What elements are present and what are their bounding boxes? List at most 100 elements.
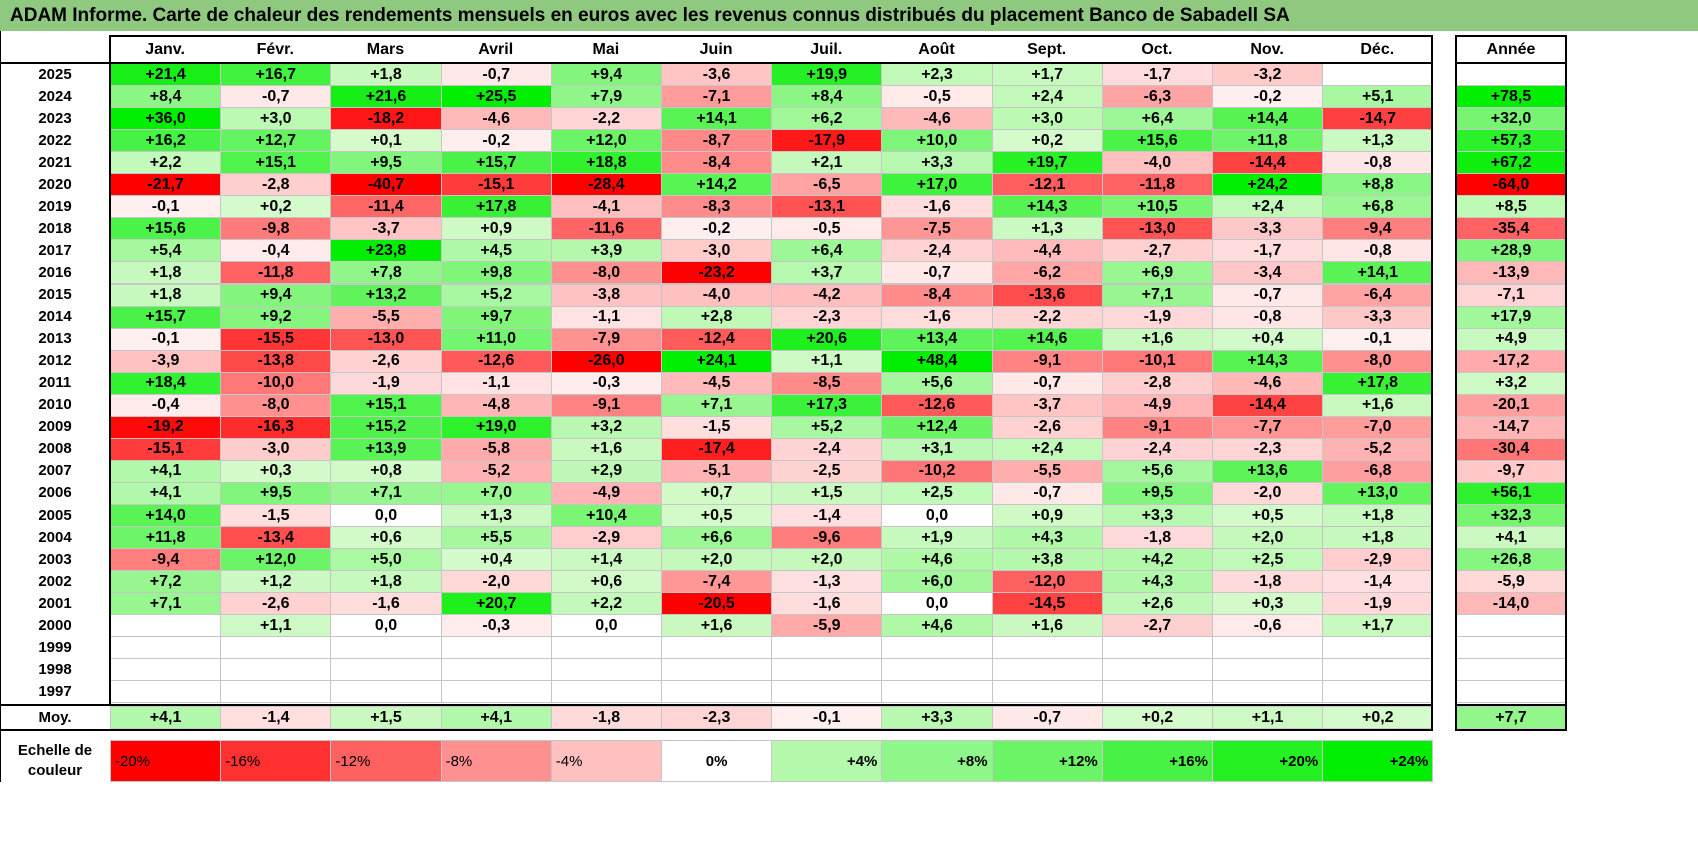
heatmap-cell: +15,7 xyxy=(110,305,222,329)
legend-swatch: 0% xyxy=(661,740,773,782)
heatmap-cell xyxy=(1212,680,1324,704)
heatmap-cell: -2,7 xyxy=(1101,239,1213,263)
heatmap-cell: +2,2 xyxy=(110,151,222,175)
heatmap-cell: -6,4 xyxy=(1322,283,1434,307)
heatmap-cell: -1,3 xyxy=(771,570,883,594)
month-header: Sept. xyxy=(1027,41,1067,58)
year-label: 2001 xyxy=(38,594,72,612)
heatmap-cell: +5,0 xyxy=(330,548,442,572)
heatmap-cell: -8,4 xyxy=(881,283,993,307)
heatmap-cell: -0,8 xyxy=(1212,305,1324,329)
heatmap-cell: 0,0 xyxy=(881,592,993,616)
average-label: Moy. xyxy=(38,709,72,726)
heatmap-cell: -3,8 xyxy=(550,283,662,307)
heatmap-cell: +5,4 xyxy=(110,239,222,263)
heatmap-cell: -1,6 xyxy=(881,305,993,329)
year-label: 2018 xyxy=(38,219,72,237)
annual-cell: +4,1 xyxy=(1456,526,1566,550)
heatmap-cell: +1,3 xyxy=(991,217,1103,241)
heatmap-cell: +1,7 xyxy=(1322,614,1434,638)
report-title: ADAM Informe. Carte de chaleur des rende… xyxy=(0,0,1698,31)
heatmap-cell: -28,4 xyxy=(550,173,662,197)
heatmap-cell xyxy=(881,636,993,660)
heatmap-cell: -1,5 xyxy=(661,415,773,439)
heatmap-cell xyxy=(771,636,883,660)
heatmap-cell: -0,7 xyxy=(991,481,1103,505)
heatmap-cell xyxy=(110,614,222,638)
heatmap-cell xyxy=(661,636,773,660)
heatmap-cell: +5,1 xyxy=(1322,85,1434,109)
heatmap-cell: +14,2 xyxy=(661,173,773,197)
year-label: 2021 xyxy=(38,153,72,171)
heatmap-cell: -1,1 xyxy=(550,305,662,329)
heatmap-cell xyxy=(881,658,993,682)
heatmap-cell: +1,8 xyxy=(1322,526,1434,550)
heatmap-cell: -2,0 xyxy=(1212,481,1324,505)
heatmap-cell: +7,1 xyxy=(1101,283,1213,307)
heatmap-cell: -11,4 xyxy=(330,195,442,219)
heatmap-cell: -3,9 xyxy=(110,349,222,373)
annual-cell: +67,2 xyxy=(1456,151,1566,175)
heatmap-cell: -0,5 xyxy=(771,217,883,241)
year-label: 2025 xyxy=(38,65,72,83)
annual-average-bottom xyxy=(1455,729,1567,731)
heatmap-cell: +14,6 xyxy=(991,327,1103,351)
month-header: Oct. xyxy=(1141,41,1173,58)
annual-cell xyxy=(1456,63,1566,87)
heatmap-cell xyxy=(220,680,332,704)
average-cell: +4,1 xyxy=(440,706,552,729)
heatmap-cell: +1,3 xyxy=(1322,129,1434,153)
heatmap-cell: +12,0 xyxy=(220,548,332,572)
heatmap-cell: +3,1 xyxy=(881,437,993,461)
heatmap-cell: -5,2 xyxy=(1322,437,1434,461)
annual-cell: -14,7 xyxy=(1456,415,1566,439)
left-frame xyxy=(0,31,1,782)
month-header: Mars xyxy=(366,41,405,58)
year-label: 2013 xyxy=(38,330,72,348)
heatmap-cell: +5,5 xyxy=(440,526,552,550)
grid-left-border xyxy=(109,35,111,706)
legend-label-line1: Echelle de xyxy=(17,742,93,759)
heatmap-cell: +14,4 xyxy=(1212,107,1324,131)
heatmap-cell: +10,4 xyxy=(550,504,662,528)
month-header: Nov. xyxy=(1250,41,1284,58)
month-header: Déc. xyxy=(1360,41,1395,58)
heatmap-cell xyxy=(1322,636,1434,660)
heatmap-cell: -3,7 xyxy=(330,217,442,241)
heatmap-cell: +2,3 xyxy=(881,63,993,87)
heatmap-cell: +1,8 xyxy=(330,570,442,594)
heatmap-cell: +1,4 xyxy=(550,548,662,572)
heatmap-cell: +3,3 xyxy=(1101,504,1213,528)
heatmap-cell: -8,4 xyxy=(661,151,773,175)
heatmap-cell: +4,6 xyxy=(881,548,993,572)
heatmap-cell: -2,9 xyxy=(1322,548,1434,572)
heatmap-cell: -5,8 xyxy=(440,437,552,461)
heatmap-cell: -15,1 xyxy=(110,437,222,461)
average-cell: +1,5 xyxy=(330,706,442,729)
heatmap-cell: +2,4 xyxy=(1212,195,1324,219)
heatmap-cell: -8,0 xyxy=(1322,349,1434,373)
heatmap-cell xyxy=(661,680,773,704)
heatmap-cell: +4,6 xyxy=(881,614,993,638)
heatmap-cell: +0,2 xyxy=(220,195,332,219)
year-label: 2023 xyxy=(38,109,72,127)
heatmap-cell: -12,4 xyxy=(661,327,773,351)
heatmap-cell: -3,3 xyxy=(1212,217,1324,241)
average-cell: +0,2 xyxy=(1322,706,1434,729)
heatmap-cell: +14,3 xyxy=(991,195,1103,219)
heatmap-cell: +14,1 xyxy=(661,107,773,131)
heatmap-cell: -4,9 xyxy=(1101,393,1213,417)
legend-swatch: -12% xyxy=(330,740,442,782)
heatmap-cell: +7,9 xyxy=(550,85,662,109)
heatmap-cell xyxy=(1101,680,1213,704)
heatmap-cell: -2,2 xyxy=(991,305,1103,329)
annual-left-border xyxy=(1455,35,1457,731)
heatmap-cell xyxy=(110,636,222,660)
heatmap-cell: -12,0 xyxy=(991,570,1103,594)
average-cell: -1,4 xyxy=(220,706,332,729)
heatmap-cell: -7,0 xyxy=(1322,415,1434,439)
heatmap-cell: +15,2 xyxy=(330,415,442,439)
heatmap-cell: +4,3 xyxy=(1101,570,1213,594)
heatmap-cell: -1,8 xyxy=(1101,526,1213,550)
heatmap-cell: +15,6 xyxy=(1101,129,1213,153)
